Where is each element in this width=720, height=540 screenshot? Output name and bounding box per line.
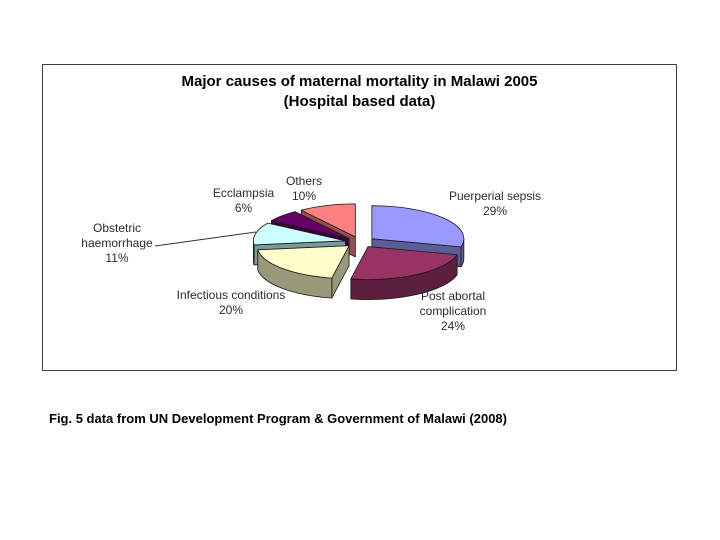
slice-label-percent: 10% (291, 189, 317, 203)
slice-label-text: Ecclampsia (212, 186, 275, 200)
slice-label-percent: 6% (234, 201, 253, 215)
pie-slice-top-2 (257, 245, 350, 279)
slice-label-post-abortal-complication: Post abortal complication 24% (405, 289, 501, 334)
slice-label-text: Infectious conditions (176, 288, 286, 302)
leader-line-obstetric-haemorrhage (154, 231, 257, 247)
pie-slice-top-4 (270, 211, 350, 239)
slice-label-text: Puerperial sepsis (448, 189, 542, 203)
figure-caption: Fig. 5 data from UN Development Program … (49, 411, 507, 426)
slice-label-percent: 11% (105, 251, 129, 265)
slice-label-puerperial-sepsis: Puerperial sepsis 29% (433, 189, 557, 219)
slice-label-percent: 20% (218, 303, 244, 317)
pie-slice-top-1 (350, 246, 458, 280)
pie-slice-top-5 (300, 203, 356, 238)
pie-slice-top-3 (253, 222, 346, 246)
slice-label-text: Post abortal complication (419, 289, 487, 318)
chart-title-line2: (Hospital based data) (283, 93, 436, 110)
chart-area: Major causes of maternal mortality in Ma… (42, 64, 677, 371)
slice-label-infectious-conditions: Infectious conditions 20% (159, 288, 303, 318)
slice-label-obstetric-haemorrhage: Obstetric haemorrhage 11% (72, 221, 162, 266)
slice-label-percent: 29% (482, 204, 508, 218)
slice-label-others: Others 10% (265, 174, 343, 204)
pie-slice-top-0 (371, 205, 465, 248)
chart-title-line1: Major causes of maternal mortality in Ma… (181, 73, 538, 90)
chart-title: Major causes of maternal mortality in Ma… (43, 72, 676, 112)
slice-label-percent: 24% (440, 319, 466, 333)
slice-label-ecclampsia: Ecclampsia 6% (196, 186, 291, 216)
slice-label-text: Obstetric haemorrhage (81, 221, 153, 250)
slice-label-text: Others (285, 174, 322, 188)
